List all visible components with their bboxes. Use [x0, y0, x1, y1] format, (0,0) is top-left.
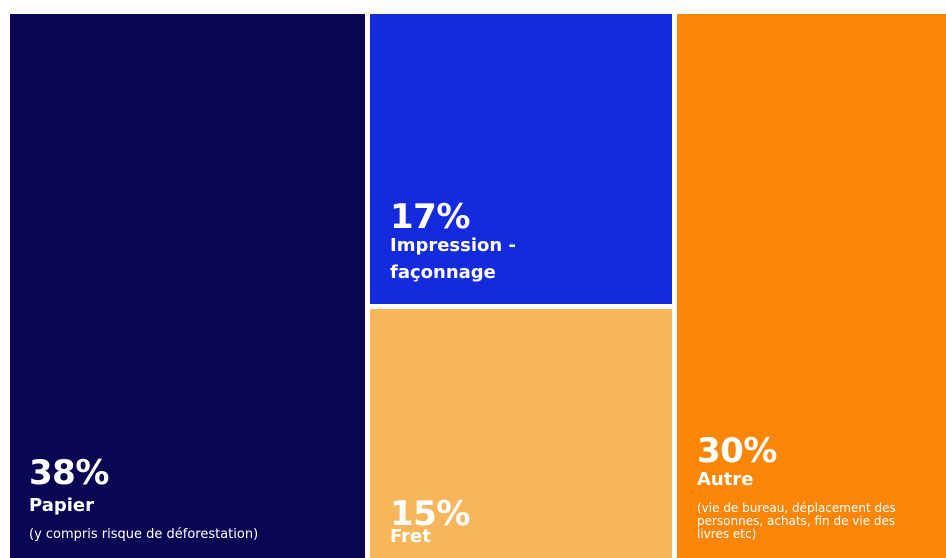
autre-percent: 30% — [697, 431, 777, 471]
tile-papier: 38% Papier (y compris risque de déforest… — [10, 14, 365, 558]
impression-percent: 17% — [390, 197, 470, 237]
fret-percent: 15% — [390, 494, 470, 534]
tile-impression: 17% Impression - façonnage — [370, 14, 672, 304]
papier-label: Papier — [29, 495, 94, 516]
autre-note: (vie de bureau, déplacement des personne… — [697, 501, 896, 541]
papier-note: (y compris risque de déforestation) — [29, 527, 259, 542]
autre-label: Autre — [697, 469, 754, 490]
tile-fret: 15% Fret — [370, 309, 672, 558]
papier-percent: 38% — [29, 453, 109, 493]
impression-label: Impression - façonnage — [390, 235, 516, 283]
tile-autre: 30% Autre (vie de bureau, déplacement de… — [677, 14, 946, 558]
fret-label: Fret — [390, 526, 431, 547]
